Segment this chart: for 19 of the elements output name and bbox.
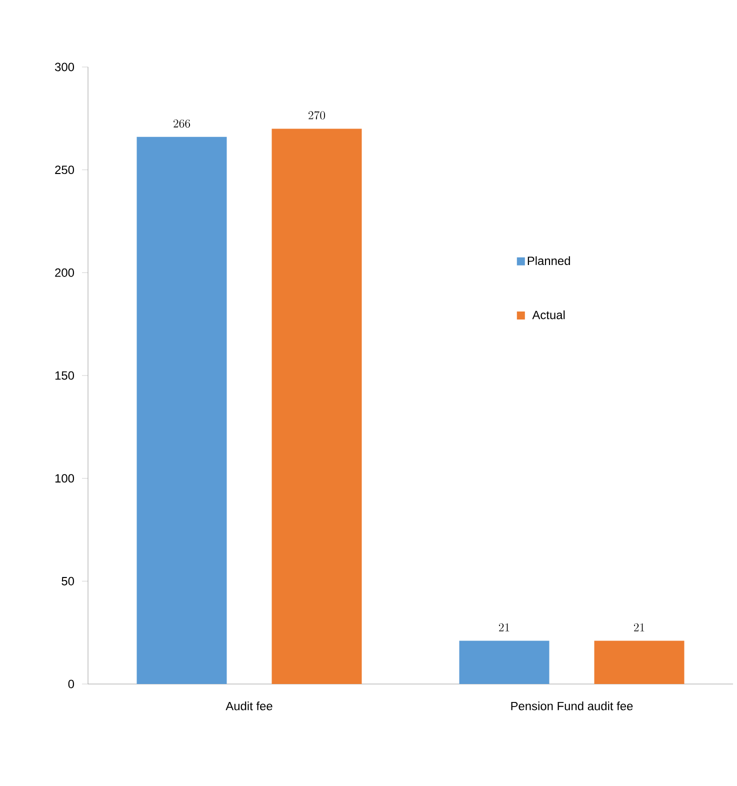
data-label: 21 (498, 623, 510, 632)
x-tick-label: Pension Fund audit fee (511, 702, 633, 710)
y-tick-label: 200 (55, 268, 74, 277)
data-label: 21 (634, 623, 644, 632)
bar (136, 136, 227, 684)
y-tick-label: 50 (62, 576, 74, 586)
bar (594, 640, 684, 684)
data-label: 266 (174, 119, 190, 128)
y-tick-label: 150 (55, 371, 74, 380)
x-tick-label: Audit fee (226, 702, 272, 710)
bar (272, 128, 362, 684)
bar (459, 640, 550, 684)
y-tick-label: 100 (55, 474, 74, 483)
legend-label: Planned (528, 256, 570, 266)
data-label: 270 (308, 111, 326, 120)
y-tick-label: 0 (68, 680, 74, 688)
y-tick-label: 250 (55, 166, 74, 174)
y-tick-label: 300 (54, 62, 74, 72)
legend-label: Actual (532, 310, 565, 320)
